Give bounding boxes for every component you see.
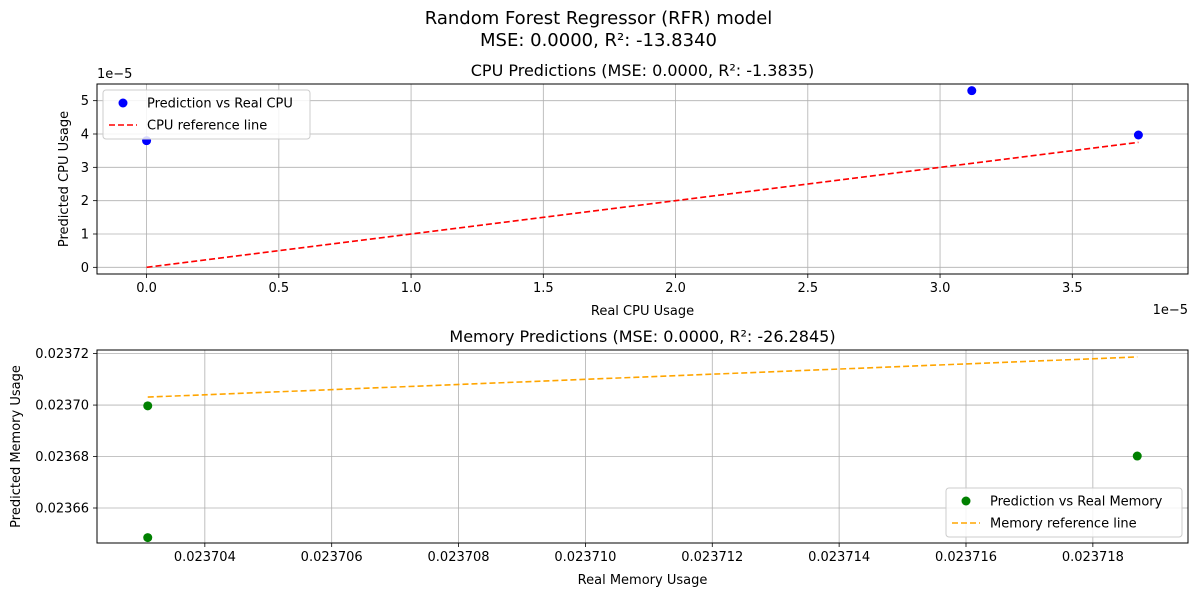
figure-title: Random Forest Regressor (RFR) model	[424, 8, 773, 29]
plot-area	[142, 86, 1143, 269]
data-point	[1132, 451, 1142, 461]
cpu-predictions-chart: 0.0 0.5 1.0 1.5 2.0 2.5 3.0 3.5 0 1 2 3 4 5 CPU Predic…	[57, 61, 1189, 319]
x-tick-label: 1.5	[533, 281, 554, 296]
x-tick-label: 3.0	[930, 281, 951, 296]
axes-frame	[96, 83, 1189, 275]
x-tick-label: 0.023712	[681, 550, 743, 565]
x-offset-text: 1e−5	[1153, 303, 1188, 318]
x-tick-label: 0.023716	[935, 550, 997, 565]
x-tick-label: 0.5	[268, 281, 289, 296]
y-tick-label: 2	[81, 194, 89, 209]
y-axis-label: Predicted Memory Usage	[9, 365, 24, 528]
legend-label: Prediction vs Real Memory	[990, 495, 1163, 510]
y-tick-label: 0	[81, 261, 89, 276]
x-axis-label: Real Memory Usage	[578, 573, 708, 588]
x-tick-label: 2.0	[665, 281, 686, 296]
legend: Prediction vs Real Memory Memory referenc…	[945, 487, 1183, 538]
x-tick-label: 0.023718	[1062, 550, 1124, 565]
y-tick-label: 0.02370	[35, 399, 89, 414]
y-tick-label: 1	[81, 228, 89, 243]
data-point	[143, 401, 153, 411]
memory-predictions-chart: 0.023704 0.023706 0.023708 0.023710 0.023712…	[9, 327, 1189, 588]
x-tick-label: 0.0	[136, 281, 157, 296]
y-axis-label: Predicted CPU Usage	[57, 111, 72, 247]
data-point	[967, 86, 977, 96]
axes-frame	[96, 349, 1189, 544]
legend-marker	[118, 98, 128, 108]
chart-title: CPU Predictions (MSE: 0.0000, R²: -1.383…	[471, 61, 814, 80]
y-offset-text: 1e−5	[97, 67, 132, 82]
figure-subtitle: MSE: 0.0000, R²: -13.8340	[480, 30, 717, 51]
y-tick-label: 4	[81, 128, 89, 143]
legend-box	[945, 487, 1183, 538]
legend-label: Memory reference line	[990, 517, 1137, 532]
y-tick-label: 5	[81, 94, 89, 109]
x-tick-label: 0.023706	[301, 550, 363, 565]
x-axis-label: Real CPU Usage	[591, 304, 694, 319]
x-tick-label: 3.5	[1062, 281, 1083, 296]
x-tick-label: 0.023714	[808, 550, 870, 565]
legend: Prediction vs Real CPU CPU reference line	[102, 89, 311, 140]
chart-title: Memory Predictions (MSE: 0.0000, R²: -26…	[449, 327, 835, 346]
reference-line	[147, 356, 1138, 398]
data-point	[143, 533, 153, 543]
x-tick-label: 0.023710	[554, 550, 616, 565]
x-tick-label: 0.023704	[174, 550, 236, 565]
y-tick-label: 0.02368	[35, 450, 89, 465]
legend-marker	[961, 496, 971, 506]
data-point	[1133, 130, 1143, 140]
legend-box	[102, 89, 311, 140]
reference-line	[146, 141, 1139, 269]
x-tick-label: 1.0	[401, 281, 422, 296]
x-tick-label: 2.5	[797, 281, 818, 296]
legend-label: Prediction vs Real CPU	[147, 97, 293, 112]
y-tick-label: 0.02372	[35, 347, 89, 362]
x-tick-label: 0.023708	[428, 550, 490, 565]
legend-label: CPU reference line	[147, 119, 267, 134]
y-tick-label: 3	[81, 161, 89, 176]
y-tick-label: 0.02366	[35, 502, 89, 517]
plot-area	[143, 356, 1142, 543]
